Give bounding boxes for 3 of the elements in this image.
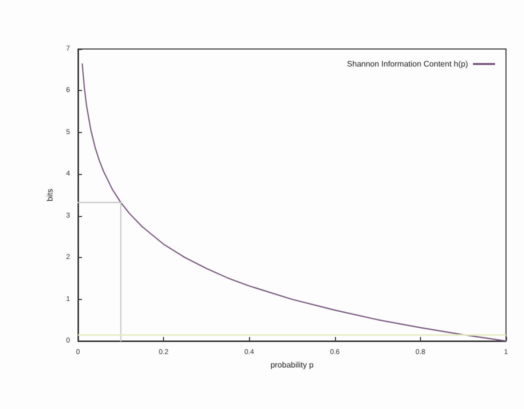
x-axis-title: probability p	[270, 360, 314, 370]
y-axis-title: bits	[46, 188, 54, 202]
legend-label: Shannon Information Content h(p)	[347, 60, 468, 68]
